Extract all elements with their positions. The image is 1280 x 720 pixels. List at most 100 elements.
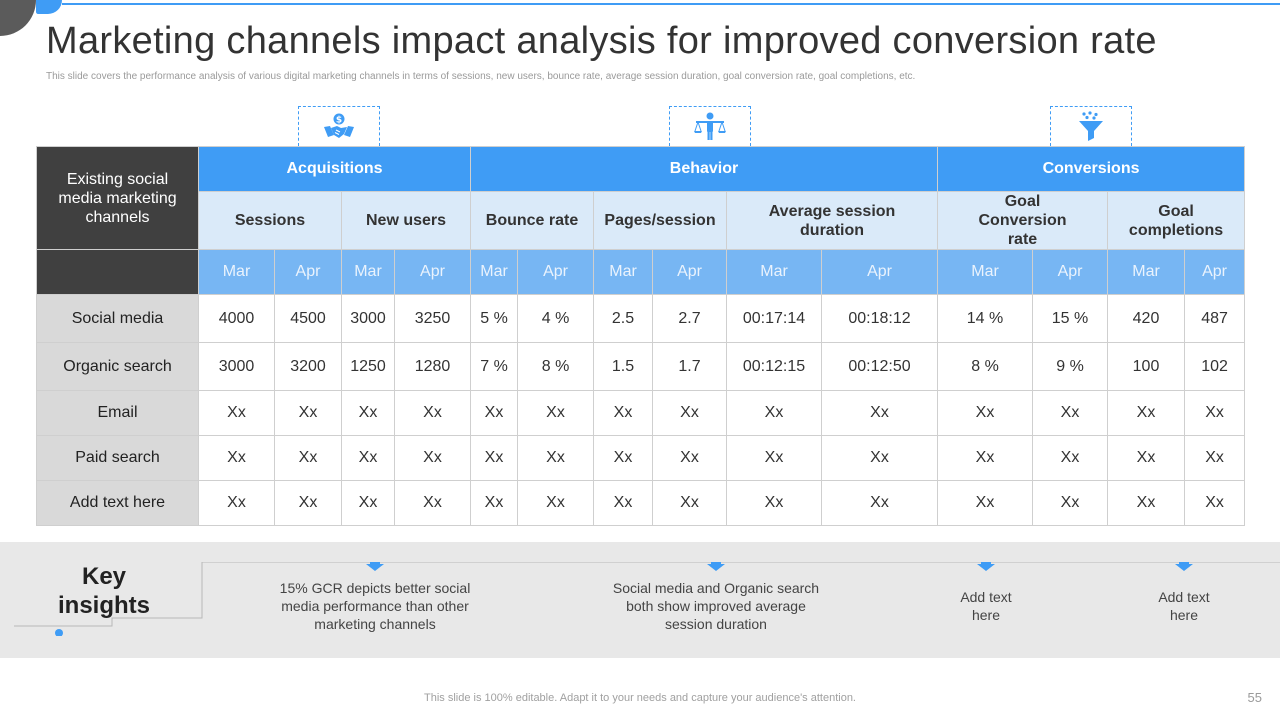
table-cell: 3000	[198, 342, 275, 391]
page-title: Marketing channels impact analysis for i…	[46, 20, 1157, 62]
arrow-down-icon	[366, 562, 384, 571]
table-cell: Xx	[1184, 390, 1246, 436]
row-label: Paid search	[36, 435, 199, 481]
table-corner-label: Existing social media marketing channels	[36, 146, 199, 250]
arrow-down-icon	[707, 562, 725, 571]
corner-decoration	[0, 0, 36, 36]
period-header: Mar	[593, 249, 654, 295]
behavior-icon-frame	[669, 106, 751, 146]
table-cell: Xx	[821, 480, 939, 526]
table-corner-spacer	[36, 249, 199, 295]
table-cell: 420	[1107, 294, 1186, 343]
top-accent-line	[62, 3, 1280, 5]
acquisitions-icon-frame: $	[298, 106, 380, 146]
table-cell: 1280	[393, 342, 472, 391]
table-cell: Xx	[1184, 480, 1246, 526]
table-cell: 1250	[341, 342, 395, 391]
metric-header-pages-session: Pages/session	[593, 191, 728, 250]
table-cell: Xx	[393, 435, 472, 481]
group-header-acquisitions: Acquisitions	[197, 146, 472, 192]
table-cell: 00:18:12	[821, 294, 939, 343]
period-header: Apr	[1032, 249, 1109, 295]
table-cell: 4 %	[517, 294, 595, 343]
table-cell: 4500	[274, 294, 342, 343]
metric-header-goal-completions: Goal completions	[1107, 191, 1246, 250]
table-cell: 2.7	[652, 294, 728, 343]
channels-table: Existing social media marketing channels…	[36, 146, 1246, 526]
period-header: Mar	[470, 249, 519, 295]
table-cell: 7 %	[470, 342, 519, 391]
row-label: Social media	[36, 294, 199, 343]
table-cell: Xx	[517, 480, 595, 526]
insight-text: Add text here	[960, 589, 1012, 623]
period-header: Apr	[517, 249, 595, 295]
table-cell: Xx	[593, 480, 654, 526]
table-cell: Xx	[937, 435, 1034, 481]
page-number: 55	[1247, 690, 1262, 705]
page-subtitle: This slide covers the performance analys…	[46, 71, 916, 82]
period-header: Apr	[393, 249, 472, 295]
connector-dot	[55, 629, 63, 636]
table-cell: Xx	[470, 480, 519, 526]
table-cell: Xx	[652, 435, 728, 481]
conversions-icon-frame	[1050, 106, 1132, 146]
table-cell: Xx	[198, 480, 275, 526]
table-cell: 9 %	[1032, 342, 1109, 391]
arrow-down-icon	[977, 562, 995, 571]
key-insights-band	[0, 542, 1280, 658]
table-row: Add text here Xx Xx Xx Xx Xx Xx Xx Xx Xx…	[36, 480, 1246, 526]
group-header-conversions: Conversions	[937, 146, 1246, 192]
table-cell: 1.5	[593, 342, 654, 391]
balance-person-icon	[694, 112, 726, 140]
table-cell: 3000	[341, 294, 395, 343]
insight-text: Social media and Organic search both sho…	[612, 580, 820, 632]
table-cell: Xx	[198, 390, 275, 436]
table-cell: Xx	[393, 390, 472, 436]
row-label: Email	[36, 390, 199, 436]
table-cell: Xx	[198, 435, 275, 481]
table-cell: 15 %	[1032, 294, 1109, 343]
period-header: Apr	[1184, 249, 1246, 295]
table-row: Paid search Xx Xx Xx Xx Xx Xx Xx Xx Xx X…	[36, 435, 1246, 481]
metric-header-avg-session-duration: Average session duration	[726, 191, 939, 250]
table-cell: 1.7	[652, 342, 728, 391]
metric-header-goal-conversion-rate: Goal Conversion rate	[937, 191, 1109, 250]
insight-text: Add text here	[1158, 589, 1210, 623]
handshake-money-icon: $	[324, 113, 354, 138]
table-cell: 14 %	[937, 294, 1034, 343]
table-row: Organic search 3000 3200 1250 1280 7 % 8…	[36, 342, 1246, 391]
table-cell: Xx	[341, 390, 395, 436]
svg-text:$: $	[336, 115, 342, 125]
period-header: Apr	[274, 249, 342, 295]
table-cell: 3250	[393, 294, 472, 343]
table-cell: Xx	[1107, 480, 1186, 526]
table-cell: Xx	[937, 390, 1034, 436]
arrow-down-icon	[1175, 562, 1193, 571]
table-cell: Xx	[341, 480, 395, 526]
table-cell: 5 %	[470, 294, 519, 343]
metric-header-new-users: New users	[340, 191, 472, 250]
period-header: Apr	[821, 249, 939, 295]
table-cell: Xx	[593, 390, 654, 436]
insight-text: 15% GCR depicts better social media perf…	[279, 580, 471, 632]
table-cell: Xx	[726, 390, 823, 436]
table-cell: Xx	[470, 390, 519, 436]
table-cell: 00:12:15	[726, 342, 823, 391]
table-cell: Xx	[1184, 435, 1246, 481]
funnel-icon	[1079, 110, 1103, 141]
metric-header-bounce-rate: Bounce rate	[470, 191, 595, 250]
table-cell: Xx	[1107, 390, 1186, 436]
insights-connector-line	[14, 562, 1280, 636]
table-cell: Xx	[1032, 480, 1109, 526]
table-cell: 487	[1184, 294, 1246, 343]
table-cell: Xx	[937, 480, 1034, 526]
row-label: Organic search	[36, 342, 199, 391]
table-cell: Xx	[1032, 435, 1109, 481]
key-insights-title: Key insights	[57, 563, 150, 619]
period-header: Mar	[937, 249, 1034, 295]
period-header: Mar	[1107, 249, 1186, 295]
period-header: Mar	[198, 249, 275, 295]
table-cell: Xx	[274, 435, 342, 481]
table-cell: 00:17:14	[726, 294, 823, 343]
footer-note: This slide is 100% editable. Adapt it to…	[424, 692, 856, 704]
